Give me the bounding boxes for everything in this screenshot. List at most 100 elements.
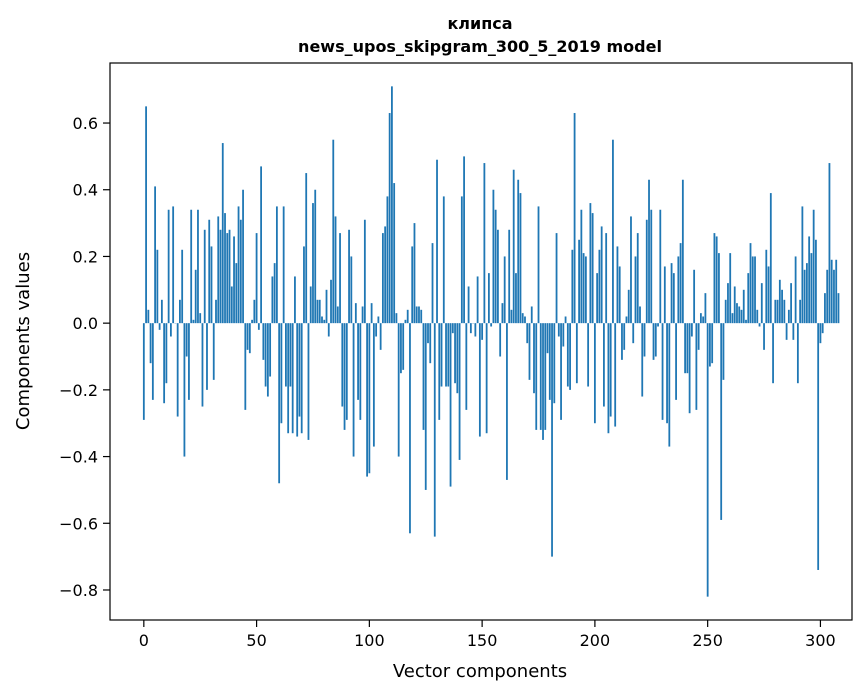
bar-300 bbox=[819, 323, 822, 344]
bar-212 bbox=[621, 323, 623, 360]
bar-157 bbox=[497, 229, 499, 324]
bar-168 bbox=[521, 313, 524, 324]
bar-116 bbox=[404, 319, 407, 324]
bar-70 bbox=[300, 323, 303, 434]
bar-280 bbox=[774, 299, 777, 324]
bar-36 bbox=[224, 213, 226, 324]
bar-6 bbox=[156, 249, 159, 324]
bar-53 bbox=[262, 323, 265, 360]
bar-161 bbox=[506, 323, 508, 480]
bar-182 bbox=[553, 323, 556, 404]
bar-126 bbox=[427, 323, 429, 344]
bar-306 bbox=[833, 269, 835, 324]
bar-112 bbox=[395, 313, 398, 324]
bar-69 bbox=[298, 323, 301, 417]
bar-135 bbox=[447, 323, 450, 387]
y-tick-label-3: −0.2 bbox=[59, 381, 98, 400]
bar-237 bbox=[677, 256, 680, 324]
bar-32 bbox=[215, 299, 217, 324]
bar-158 bbox=[499, 323, 502, 357]
bar-18 bbox=[183, 323, 186, 457]
bar-172 bbox=[530, 306, 533, 324]
bar-165 bbox=[515, 273, 517, 324]
bar-179 bbox=[546, 323, 549, 354]
bar-159 bbox=[501, 303, 504, 324]
bar-33 bbox=[217, 216, 220, 324]
bar-26 bbox=[201, 323, 204, 407]
bar-154 bbox=[490, 323, 493, 327]
bar-163 bbox=[510, 309, 513, 324]
bar-41 bbox=[235, 263, 238, 324]
bar-144 bbox=[467, 286, 470, 324]
bar-27 bbox=[203, 229, 206, 324]
bar-47 bbox=[248, 323, 251, 354]
bar-94 bbox=[354, 303, 357, 324]
bar-80 bbox=[323, 319, 326, 324]
bar-39 bbox=[230, 286, 233, 324]
x-tick-label-0: 0 bbox=[139, 631, 149, 650]
bar-131 bbox=[438, 323, 441, 420]
bar-213 bbox=[623, 323, 626, 350]
bar-279 bbox=[772, 323, 774, 384]
bar-234 bbox=[670, 263, 673, 324]
bar-66 bbox=[291, 323, 294, 434]
bar-181 bbox=[551, 323, 553, 557]
bar-122 bbox=[418, 306, 420, 324]
bar-101 bbox=[370, 303, 373, 324]
bar-230 bbox=[661, 323, 664, 420]
bar-197 bbox=[587, 323, 590, 387]
bar-222 bbox=[643, 323, 646, 357]
bar-305 bbox=[830, 259, 833, 324]
bar-160 bbox=[503, 256, 506, 324]
bar-225 bbox=[650, 209, 653, 324]
bar-60 bbox=[278, 323, 281, 484]
bar-19 bbox=[185, 323, 188, 357]
bar-77 bbox=[316, 299, 319, 324]
bar-269 bbox=[749, 243, 752, 324]
bar-262 bbox=[733, 286, 736, 324]
bar-292 bbox=[801, 206, 804, 324]
bar-138 bbox=[454, 323, 456, 384]
bar-76 bbox=[314, 189, 317, 324]
bar-281 bbox=[776, 299, 779, 324]
bar-203 bbox=[600, 226, 603, 324]
bar-61 bbox=[280, 323, 283, 424]
bar-188 bbox=[566, 323, 569, 387]
bar-90 bbox=[345, 323, 348, 420]
bar-176 bbox=[539, 323, 542, 430]
bar-117 bbox=[406, 309, 409, 324]
bar-289 bbox=[794, 256, 797, 324]
bar-287 bbox=[790, 283, 792, 324]
bar-50 bbox=[255, 233, 258, 324]
bar-204 bbox=[603, 323, 605, 407]
y-tick-label-5: 0.2 bbox=[73, 247, 98, 266]
bar-65 bbox=[289, 323, 292, 387]
bar-110 bbox=[391, 86, 393, 324]
y-tick-label-0: −0.8 bbox=[59, 581, 98, 600]
bar-166 bbox=[517, 179, 520, 324]
bar-87 bbox=[339, 233, 341, 324]
bar-283 bbox=[781, 289, 783, 324]
bar-104 bbox=[377, 316, 380, 324]
bar-223 bbox=[645, 219, 648, 324]
bar-98 bbox=[363, 219, 366, 324]
bar-81 bbox=[325, 289, 328, 324]
bar-263 bbox=[736, 303, 738, 324]
bar-130 bbox=[436, 159, 438, 324]
bar-121 bbox=[415, 306, 418, 324]
bar-202 bbox=[598, 249, 601, 324]
bar-285 bbox=[785, 323, 788, 340]
bars-group bbox=[142, 86, 840, 597]
bar-191 bbox=[573, 113, 576, 324]
y-axis-label: Components values bbox=[13, 252, 34, 430]
bar-260 bbox=[729, 253, 732, 324]
bar-247 bbox=[699, 313, 702, 324]
bar-152 bbox=[485, 323, 488, 434]
y-tick-label-7: 0.6 bbox=[73, 114, 98, 133]
bar-185 bbox=[560, 323, 562, 420]
bar-221 bbox=[641, 323, 644, 397]
bar-141 bbox=[460, 196, 463, 324]
bar-304 bbox=[828, 163, 831, 324]
bar-105 bbox=[379, 323, 382, 350]
